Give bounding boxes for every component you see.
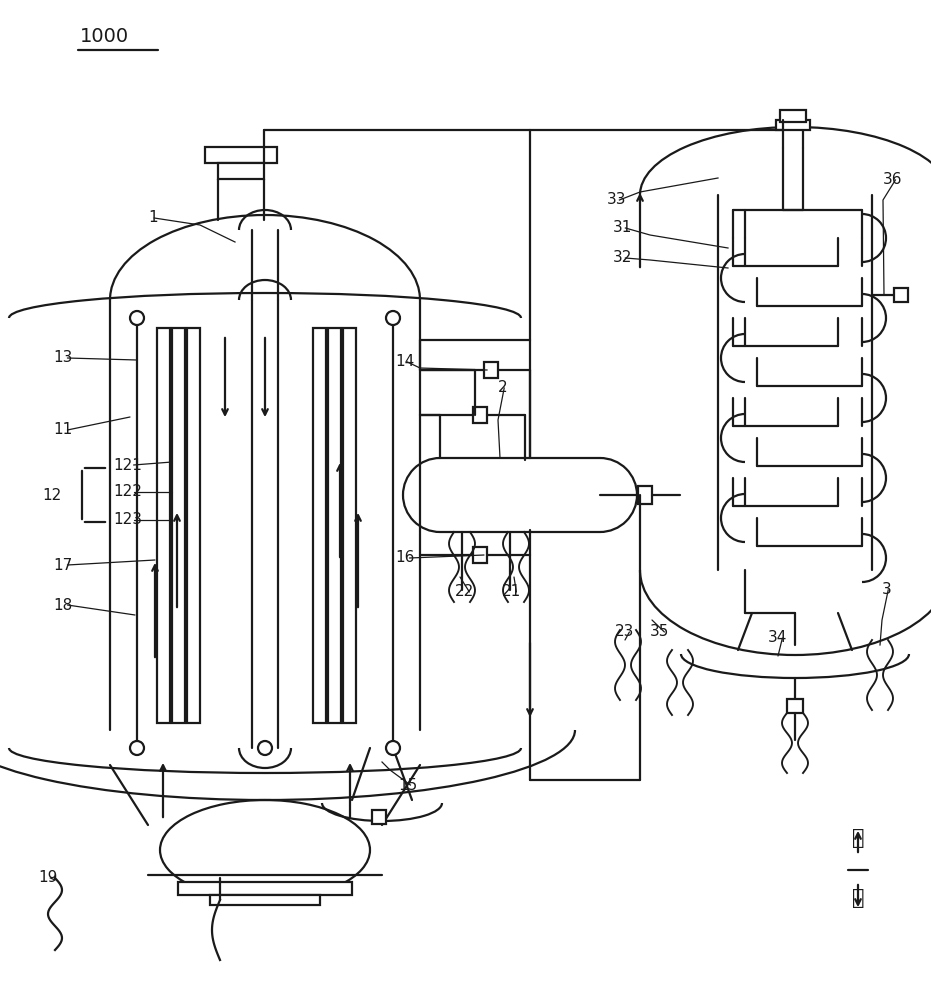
Text: 3: 3	[882, 582, 892, 597]
Circle shape	[386, 311, 400, 325]
Text: 33: 33	[607, 192, 627, 208]
Text: 23: 23	[615, 624, 634, 640]
Text: 18: 18	[53, 597, 73, 612]
Bar	[780, 110, 806, 122]
Bar	[328, 328, 341, 723]
Text: 32: 32	[613, 250, 632, 265]
Text: 36: 36	[883, 172, 902, 188]
Text: 13: 13	[53, 351, 73, 365]
Text: 15: 15	[398, 778, 417, 792]
Bar	[776, 120, 810, 130]
Bar	[178, 882, 352, 895]
Text: 31: 31	[613, 221, 632, 235]
Text: 11: 11	[53, 422, 73, 438]
Bar	[187, 328, 200, 723]
Text: 12: 12	[42, 488, 61, 502]
Text: 1: 1	[148, 211, 157, 226]
Bar	[218, 163, 264, 179]
Bar	[313, 328, 326, 723]
Text: 19: 19	[38, 870, 58, 886]
Bar	[343, 328, 356, 723]
Bar	[787, 699, 803, 713]
Bar	[473, 547, 487, 563]
Text: 21: 21	[502, 584, 521, 599]
Text: 17: 17	[53, 558, 73, 572]
Bar	[210, 895, 320, 905]
Bar	[473, 407, 487, 423]
Text: 121: 121	[113, 458, 142, 473]
Circle shape	[130, 311, 144, 325]
Circle shape	[258, 741, 272, 755]
Bar	[157, 328, 170, 723]
Circle shape	[130, 741, 144, 755]
Text: 上: 上	[852, 828, 864, 848]
Text: 2: 2	[498, 380, 507, 395]
Text: 35: 35	[650, 624, 669, 640]
Bar	[172, 328, 185, 723]
Text: 1000: 1000	[80, 27, 129, 46]
Bar	[205, 147, 277, 163]
Text: 34: 34	[768, 631, 788, 646]
Bar	[372, 810, 386, 824]
Text: 123: 123	[113, 512, 142, 528]
Bar	[484, 362, 498, 378]
Text: 122: 122	[113, 485, 142, 499]
Circle shape	[386, 741, 400, 755]
Bar	[894, 288, 908, 302]
Text: 16: 16	[395, 550, 414, 566]
Text: 14: 14	[395, 355, 414, 369]
Text: 22: 22	[455, 584, 474, 599]
Bar	[638, 486, 652, 504]
Text: 下: 下	[852, 888, 864, 908]
